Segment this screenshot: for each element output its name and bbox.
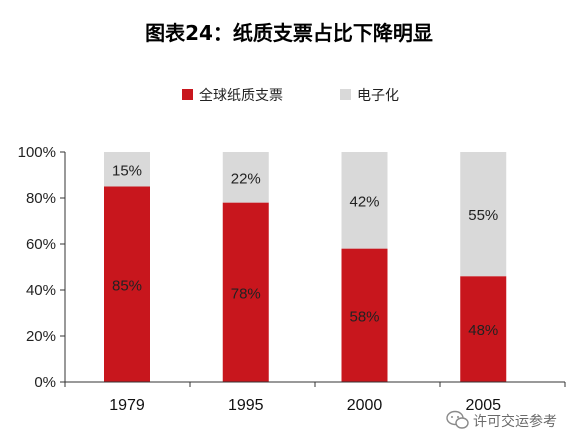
data-label-paper-2005: 48% <box>468 322 498 339</box>
bar-electronic-1979 <box>104 152 150 187</box>
data-label-electronic-2000: 42% <box>349 193 379 210</box>
legend-swatch-electronic <box>340 89 351 100</box>
bar-electronic-1995 <box>222 152 269 203</box>
plot-area: 85% 15% 1979 78% 22% 1995 58% 42% 2000 48% 55% 2005… <box>18 144 566 414</box>
y-tick-label-4: 80% <box>26 190 56 207</box>
bar-paper-2005 <box>460 276 507 382</box>
data-label-paper-2000: 58% <box>349 308 379 325</box>
data-label-paper-1995: 78% <box>231 285 261 302</box>
bar-electronic-2000 <box>341 152 388 249</box>
data-label-electronic-2005: 55% <box>468 207 498 224</box>
legend-label-paper: 全球纸质支票 <box>199 87 283 104</box>
chart-title: 图表24：纸质支票占比下降明显 <box>145 21 433 45</box>
y-tick-label-1: 20% <box>26 328 56 345</box>
x-tick-label-1979: 1979 <box>109 397 145 414</box>
legend-swatch-paper <box>182 89 193 100</box>
legend: 全球纸质支票 电子化 <box>182 87 399 104</box>
legend-label-electronic: 电子化 <box>357 88 399 104</box>
bar-paper-1995 <box>222 202 269 382</box>
bar-electronic-2005 <box>460 152 507 277</box>
x-tick-label-1995: 1995 <box>228 397 264 414</box>
wechat-logo-icon <box>446 410 469 429</box>
y-tick-label-2: 40% <box>26 282 56 299</box>
watermark-text: 许可交运参考 <box>473 413 557 430</box>
y-tick-label-3: 60% <box>26 236 56 253</box>
watermark: 许可交运参考 <box>446 410 557 430</box>
x-tick-label-2000: 2000 <box>347 397 383 414</box>
bar-paper-2000 <box>341 248 388 382</box>
data-label-paper-1979: 85% <box>112 277 142 294</box>
y-tick-label-5: 100% <box>18 144 56 161</box>
y-tick-label-0: 0% <box>34 374 56 391</box>
data-label-electronic-1995: 22% <box>231 170 261 187</box>
x-tick-label-2005: 2005 <box>465 397 501 414</box>
bar-paper-1979 <box>104 186 150 382</box>
data-label-electronic-1979: 15% <box>112 162 142 179</box>
